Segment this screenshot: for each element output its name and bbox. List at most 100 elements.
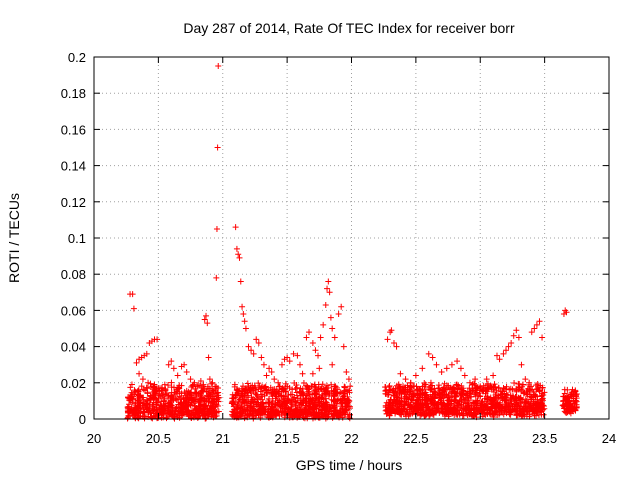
data-point <box>198 384 205 391</box>
data-point <box>297 361 303 368</box>
data-point <box>340 396 347 403</box>
data-point <box>170 365 177 372</box>
data-point <box>208 380 215 387</box>
data-point <box>344 393 351 400</box>
data-point <box>573 398 580 405</box>
data-point <box>193 405 200 412</box>
data-point <box>517 386 524 393</box>
data-point <box>330 411 337 418</box>
data-point <box>490 372 497 379</box>
data-point <box>181 410 188 417</box>
data-point <box>522 376 529 383</box>
data-point <box>461 372 468 379</box>
data-points <box>124 63 580 422</box>
data-point <box>312 347 319 354</box>
data-point <box>471 381 478 388</box>
data-point <box>390 386 397 393</box>
data-point <box>333 400 340 407</box>
data-point <box>306 410 313 417</box>
data-point <box>443 365 450 372</box>
data-point <box>425 406 432 413</box>
data-point <box>135 392 142 399</box>
data-point <box>271 386 278 393</box>
data-point <box>311 411 318 418</box>
data-point <box>136 370 143 377</box>
data-point <box>269 404 276 411</box>
data-point <box>173 388 180 395</box>
data-point <box>539 395 546 402</box>
data-point <box>496 408 503 415</box>
data-point <box>392 406 399 413</box>
data-point <box>534 410 541 417</box>
data-point <box>386 407 393 414</box>
data-point <box>263 372 270 379</box>
x-tick-label: 20.5 <box>146 431 171 446</box>
data-point <box>214 144 221 151</box>
data-point <box>483 376 490 383</box>
data-point <box>561 390 568 397</box>
data-point <box>445 397 452 404</box>
data-point <box>128 389 135 396</box>
data-point <box>329 325 336 332</box>
data-point <box>315 381 322 388</box>
data-point <box>291 379 298 386</box>
data-point <box>422 386 429 393</box>
data-point <box>305 386 312 393</box>
data-point <box>267 384 274 391</box>
data-point <box>508 339 515 346</box>
data-point <box>306 385 313 392</box>
data-point <box>465 402 472 409</box>
data-point <box>487 394 494 401</box>
data-point <box>327 314 334 321</box>
data-point <box>382 387 389 394</box>
data-point <box>176 382 183 389</box>
data-point <box>170 396 177 403</box>
data-point <box>410 390 417 397</box>
data-point <box>484 388 491 395</box>
data-point <box>336 390 343 397</box>
data-point <box>424 404 431 411</box>
data-point <box>487 382 494 389</box>
data-point <box>428 396 435 403</box>
data-point <box>516 403 523 410</box>
data-point <box>161 395 168 402</box>
data-point <box>456 401 463 408</box>
data-point <box>490 410 497 417</box>
data-point <box>205 390 212 397</box>
data-point <box>404 400 411 407</box>
data-point <box>439 386 446 393</box>
data-point <box>491 381 498 388</box>
data-point <box>294 395 301 402</box>
data-point <box>140 400 147 407</box>
data-point <box>293 409 300 416</box>
data-point <box>500 350 507 357</box>
data-point <box>150 383 157 390</box>
data-point <box>402 413 409 420</box>
data-point <box>535 383 542 390</box>
data-point <box>507 408 514 415</box>
data-point <box>160 391 167 398</box>
data-point <box>249 412 256 419</box>
data-point <box>425 403 432 410</box>
data-point <box>338 303 345 310</box>
data-point <box>249 387 256 394</box>
data-point <box>394 399 401 406</box>
data-point <box>510 332 517 339</box>
data-point <box>413 400 420 407</box>
data-point <box>256 406 263 413</box>
data-point <box>209 387 216 394</box>
data-point <box>520 390 527 397</box>
data-point <box>503 391 510 398</box>
data-point <box>419 365 426 372</box>
data-point <box>240 311 247 318</box>
data-point <box>159 384 166 391</box>
data-point <box>124 414 131 421</box>
data-point <box>438 368 445 375</box>
data-point <box>492 397 499 404</box>
data-point <box>166 400 173 407</box>
data-point <box>540 392 547 399</box>
data-point <box>320 321 327 328</box>
x-tick-label: 20 <box>87 431 101 446</box>
data-point <box>240 383 247 390</box>
data-point <box>155 385 162 392</box>
